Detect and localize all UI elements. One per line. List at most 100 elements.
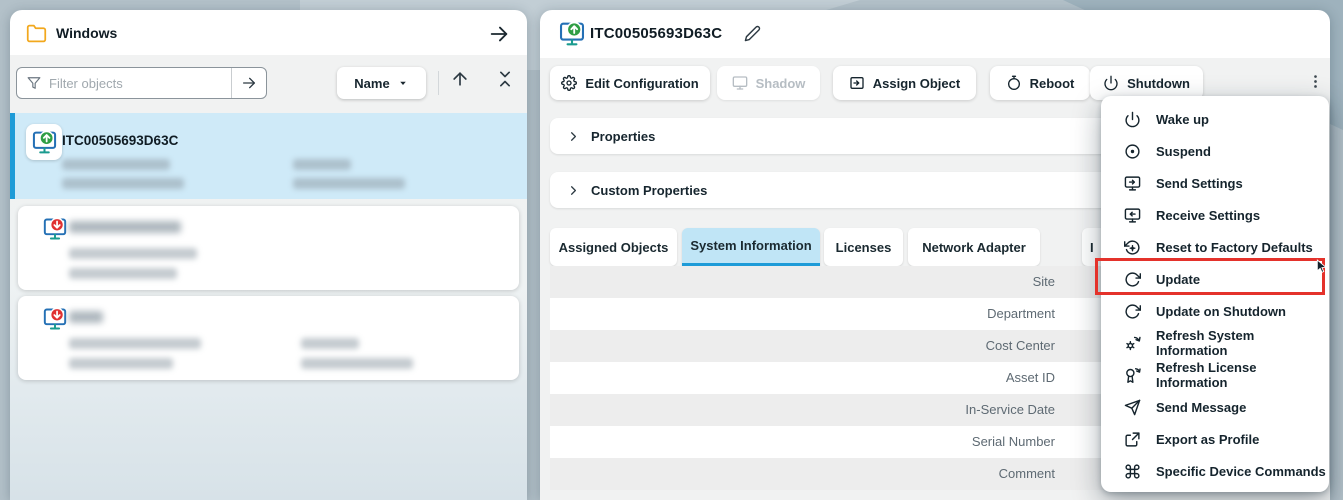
device-detail-title: ITC00505693D63C: [590, 25, 723, 42]
tab-label: Assigned Objects: [558, 239, 669, 255]
menu-item-export-as-profile[interactable]: Export as Profile: [1101, 423, 1329, 455]
chevron-right-icon: [566, 183, 581, 198]
assign-object-button[interactable]: Assign Object: [833, 66, 976, 100]
redacted-text: [293, 159, 351, 170]
shadow-button[interactable]: Shadow: [717, 66, 820, 100]
monitor-arrow-right-icon: [1124, 175, 1141, 192]
power-icon: [1103, 75, 1119, 91]
tab-assigned-objects[interactable]: Assigned Objects: [550, 228, 677, 266]
menu-item-label: Specific Device Commands: [1156, 463, 1326, 479]
redacted-text: [69, 338, 201, 349]
export-icon: [1124, 431, 1141, 448]
menu-item-label: Send Settings: [1156, 175, 1243, 191]
device-list-item[interactable]: [18, 296, 519, 380]
menu-item-update[interactable]: Update: [1101, 263, 1329, 295]
filter-submit-button[interactable]: [231, 68, 266, 98]
redacted-text: [62, 159, 170, 170]
redacted-text: [69, 248, 197, 259]
accordion-label: Custom Properties: [591, 182, 708, 198]
selected-accent-bar: [10, 113, 15, 199]
tab-label: Network Adapter: [922, 239, 1026, 255]
accordion-label: Properties: [591, 128, 656, 144]
menu-item-reset-factory-defaults[interactable]: Reset to Factory Defaults: [1101, 231, 1329, 263]
row-label: Comment: [998, 466, 1055, 481]
menu-item-label: Send Message: [1156, 399, 1247, 415]
sort-button[interactable]: Name: [337, 67, 426, 99]
caret-down-icon: [397, 77, 409, 89]
device-list-item-selected[interactable]: ITC00505693D63C: [10, 113, 527, 199]
menu-item-label: Update: [1156, 271, 1201, 287]
suspend-icon: [1124, 143, 1141, 160]
open-folder-arrow-icon[interactable]: [488, 23, 510, 45]
menu-item-refresh-license-information[interactable]: Refresh License Information: [1101, 359, 1329, 391]
redacted-text: [69, 268, 177, 279]
reboot-button[interactable]: Reboot: [990, 66, 1090, 100]
menu-item-label: Receive Settings: [1156, 207, 1261, 223]
menu-item-receive-settings[interactable]: Receive Settings: [1101, 199, 1329, 231]
paper-plane-icon: [1124, 399, 1141, 416]
device-list: ITC00505693D63C: [10, 110, 527, 500]
button-label: Edit Configuration: [585, 75, 699, 91]
more-actions-kebab-button[interactable]: [1304, 68, 1326, 94]
button-label: Assign Object: [872, 75, 961, 91]
tab-licenses[interactable]: Licenses: [824, 228, 903, 266]
monitor-icon: [732, 75, 748, 91]
device-offline-icon: [42, 306, 68, 332]
button-label: Reboot: [1029, 75, 1075, 91]
device-tree-panel: Windows Name ITC00505693D63C: [10, 10, 527, 500]
redacted-text: [301, 338, 359, 349]
row-label: Site: [1032, 274, 1055, 289]
tab-label: I: [1090, 239, 1094, 255]
rename-pencil-icon[interactable]: [744, 25, 761, 42]
tab-label: System Information: [690, 238, 812, 253]
redacted-text: [69, 358, 173, 369]
device-list-item[interactable]: [18, 206, 519, 290]
gear-icon: [561, 75, 578, 91]
device-online-icon: [558, 20, 586, 48]
row-label: Asset ID: [1005, 370, 1055, 385]
refresh-icon: [1124, 303, 1141, 320]
row-label: Department: [987, 306, 1055, 321]
tab-network-adapter[interactable]: Network Adapter: [908, 228, 1040, 266]
button-label: Shadow: [755, 75, 806, 91]
refresh-icon: [1124, 271, 1141, 288]
command-icon: [1124, 463, 1141, 480]
reset-rotate-icon: [1124, 239, 1141, 256]
row-label: Cost Center: [985, 338, 1055, 353]
button-label: Shutdown: [1127, 75, 1190, 91]
menu-item-label: Suspend: [1156, 143, 1211, 159]
shutdown-button[interactable]: Shutdown: [1090, 66, 1203, 100]
device-icon-tile: [26, 124, 62, 160]
device-online-icon: [31, 129, 58, 156]
chevron-right-icon: [566, 129, 581, 144]
redacted-device-name: [69, 311, 103, 323]
collapse-all-button[interactable]: [495, 69, 515, 89]
redacted-device-name: [69, 221, 181, 233]
filter-toolbar: Name: [10, 55, 527, 110]
filter-input[interactable]: [49, 75, 231, 91]
power-icon: [1124, 111, 1141, 128]
toolbar-divider: [438, 71, 439, 95]
menu-item-refresh-system-information[interactable]: Refresh System Information: [1101, 327, 1329, 359]
menu-item-suspend[interactable]: Suspend: [1101, 135, 1329, 167]
menu-item-send-message[interactable]: Send Message: [1101, 391, 1329, 423]
redacted-text: [62, 178, 184, 189]
sort-direction-button[interactable]: [450, 69, 470, 89]
award-refresh-icon: [1124, 367, 1141, 384]
menu-item-label: Update on Shutdown: [1156, 303, 1286, 319]
menu-item-send-settings[interactable]: Send Settings: [1101, 167, 1329, 199]
assign-object-icon: [849, 75, 865, 91]
menu-item-wake-up[interactable]: Wake up: [1101, 103, 1329, 135]
tab-system-information[interactable]: System Information: [682, 228, 820, 266]
edit-configuration-button[interactable]: Edit Configuration: [550, 66, 710, 100]
gear-refresh-icon: [1124, 335, 1141, 352]
folder-icon: [26, 23, 47, 44]
device-actions-context-menu: Wake up Suspend Send Settings Receive Se…: [1101, 96, 1329, 492]
filter-submit-arrow-icon: [241, 75, 257, 91]
filter-input-box: [16, 67, 267, 99]
sort-label: Name: [354, 75, 390, 91]
menu-item-specific-device-commands[interactable]: Specific Device Commands: [1101, 455, 1329, 487]
menu-item-update-on-shutdown[interactable]: Update on Shutdown: [1101, 295, 1329, 327]
reboot-icon: [1006, 75, 1022, 91]
row-label: Serial Number: [971, 434, 1055, 449]
